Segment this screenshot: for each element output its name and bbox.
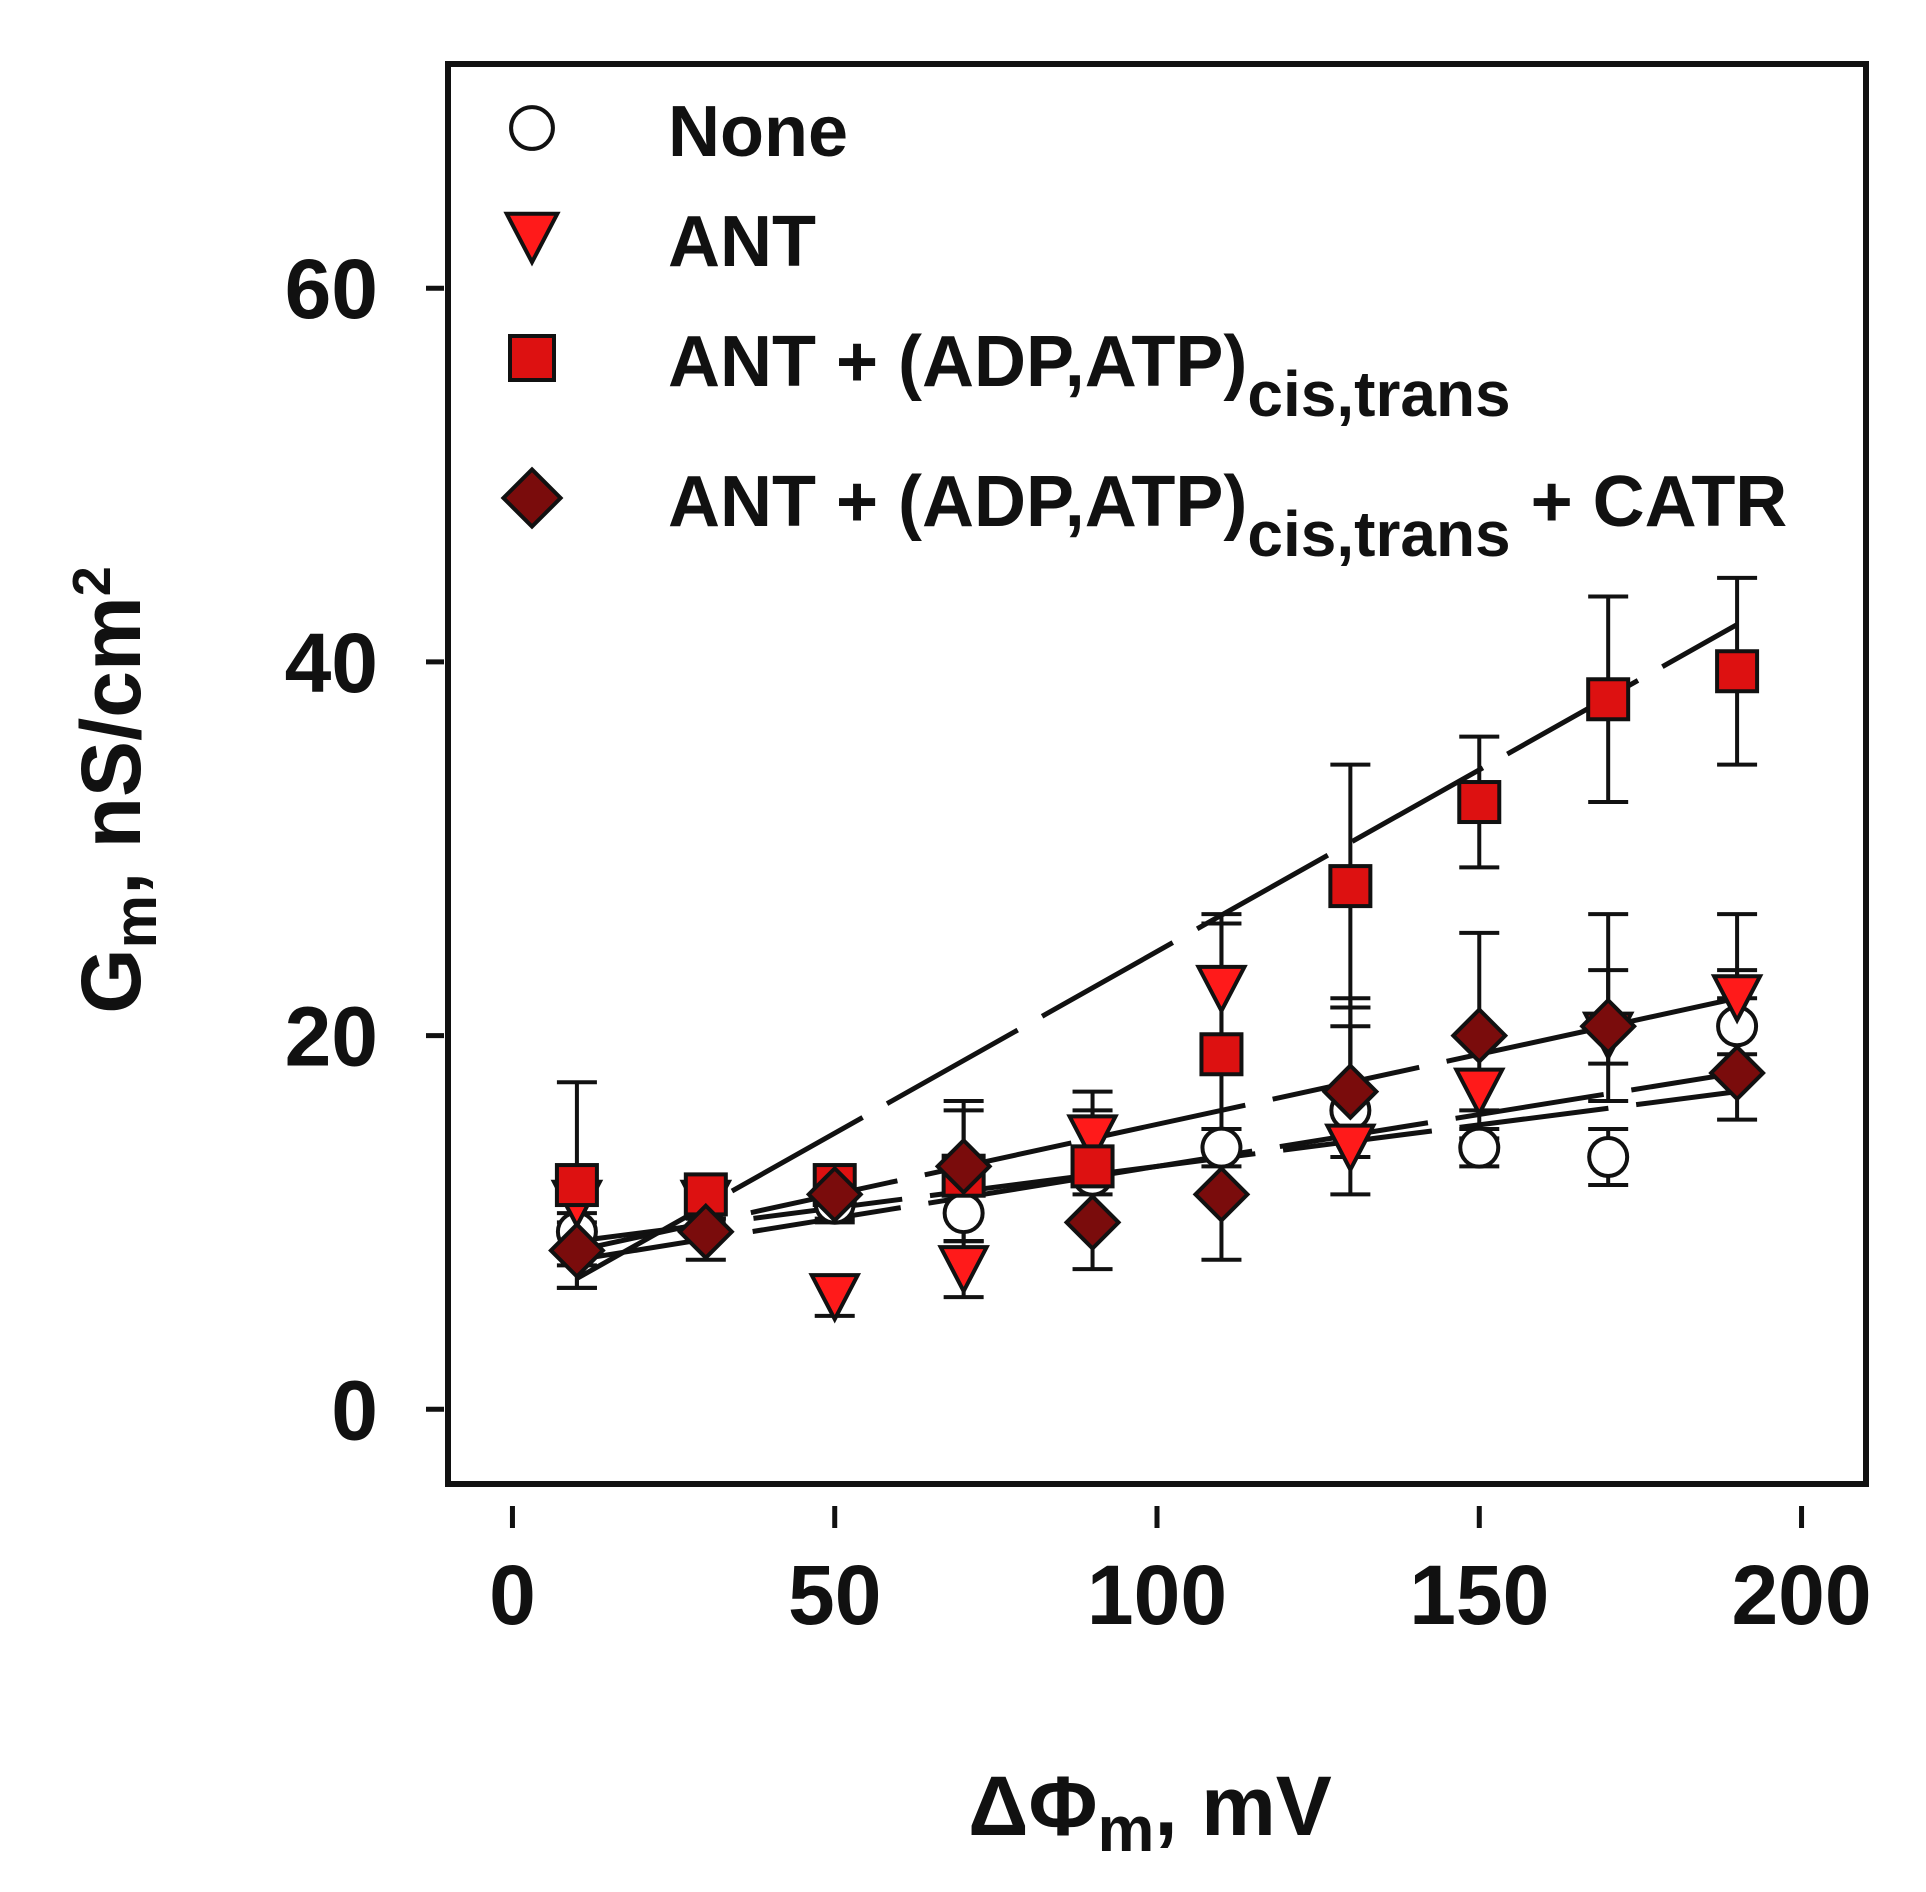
fit-lines xyxy=(575,622,1739,1281)
fit-line-3 xyxy=(575,622,1739,1281)
legend-marker-3 xyxy=(508,334,556,382)
data-point-series-2 xyxy=(1710,974,1764,1025)
data-point-series-4 xyxy=(934,1137,993,1196)
legend-marker-4 xyxy=(500,466,564,530)
plot-frame xyxy=(445,61,1869,1487)
axis-ticks: 0 50 100 150 200 0 20 40 60 xyxy=(285,242,1872,1642)
data-point-series-4 xyxy=(1063,1193,1122,1252)
data-point-series-4 xyxy=(1708,1044,1766,1102)
data-point-series-4 xyxy=(1321,1062,1380,1121)
data-point-series-4 xyxy=(1192,1165,1251,1224)
data-point-series-1 xyxy=(942,1192,985,1235)
y-tick-label: 40 xyxy=(285,616,378,710)
x-axis-label: ΔΦm, mV xyxy=(968,1759,1332,1865)
data-point-series-2 xyxy=(937,1245,990,1296)
data-point-series-2 xyxy=(1324,1123,1377,1175)
x-tick-label: 200 xyxy=(1731,1548,1871,1642)
data-point-series-2 xyxy=(1452,1067,1506,1118)
data-point-series-3 xyxy=(1199,1032,1244,1077)
data-point-series-3 xyxy=(1715,649,1760,694)
data-point-series-4 xyxy=(1450,1006,1509,1065)
fit-line-2 xyxy=(576,995,1738,1253)
data-point-series-1 xyxy=(1458,1126,1501,1169)
legend-marker-2 xyxy=(503,211,561,267)
y-tick-label: 20 xyxy=(285,990,378,1084)
fit-line-4 xyxy=(576,1070,1738,1263)
plot-border xyxy=(445,61,1869,1487)
x-tick-label: 0 xyxy=(489,1548,536,1642)
legend: None ANT ANT + (ADP,ATP)cis,trans ANT + (AD… xyxy=(500,92,1787,570)
data-point-series-3 xyxy=(1586,677,1631,722)
data-point-series-2 xyxy=(808,1273,862,1324)
legend-label-2: ANT xyxy=(668,202,816,282)
legend-marker-1 xyxy=(509,105,555,151)
error-bars xyxy=(556,575,1758,1318)
data-point-series-1 xyxy=(1200,1126,1243,1169)
legend-label-3: ANT + (ADP,ATP)cis,trans xyxy=(668,322,1511,430)
x-tick-label: 100 xyxy=(1087,1548,1227,1642)
x-tick-label: 50 xyxy=(788,1548,881,1642)
y-tick-label: 0 xyxy=(331,1363,378,1457)
data-point-series-4 xyxy=(1579,997,1638,1056)
data-point-series-1 xyxy=(1587,1136,1630,1179)
y-tick-label: 60 xyxy=(285,242,378,336)
data-point-series-3 xyxy=(1328,864,1373,909)
legend-label-1: None xyxy=(668,92,848,172)
legend-label-4: ANT + (ADP,ATP)cis,trans + CATR xyxy=(668,462,1787,570)
y-axis-label: Gm, nS/cm2 xyxy=(62,566,169,1014)
data-point-series-3 xyxy=(1457,780,1502,825)
data-point-series-4 xyxy=(805,1165,864,1224)
data-point-series-4 xyxy=(548,1221,606,1280)
data-point-series-4 xyxy=(676,1202,735,1261)
data-markers xyxy=(548,649,1766,1324)
x-tick-label: 150 xyxy=(1409,1548,1549,1642)
data-point-series-2 xyxy=(1066,1114,1119,1165)
data-point-series-2 xyxy=(1195,964,1248,1016)
data-point-series-3 xyxy=(1070,1144,1115,1189)
data-point-series-3 xyxy=(554,1163,599,1208)
